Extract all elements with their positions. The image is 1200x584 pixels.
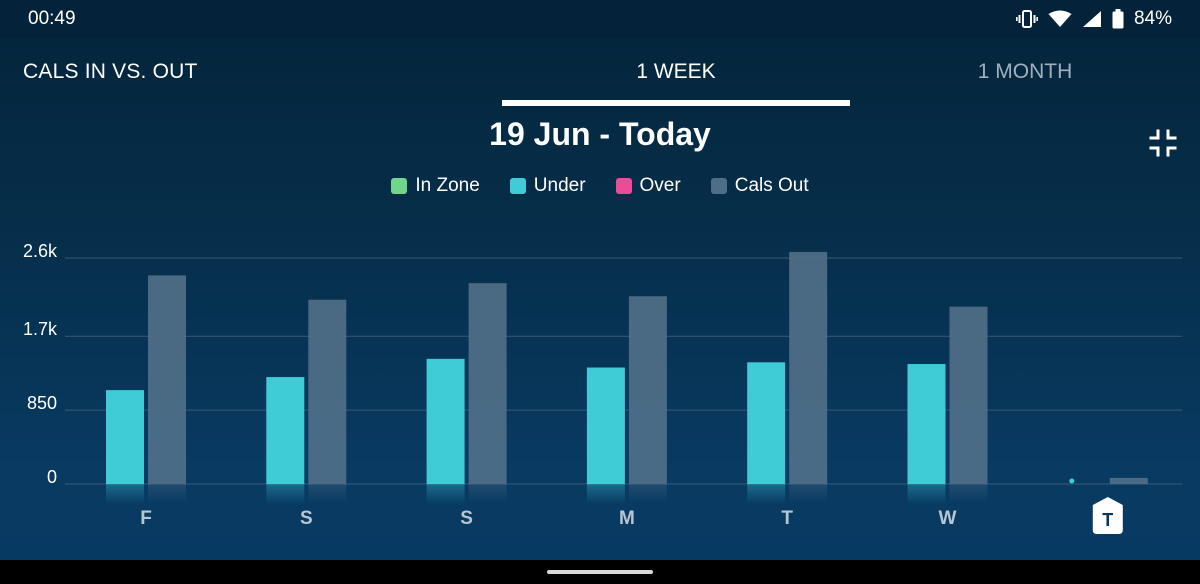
bar-under bbox=[266, 377, 305, 484]
legend-label: Cals Out bbox=[734, 175, 809, 196]
bar-under-reflection bbox=[586, 484, 625, 504]
legend-item-over: Over bbox=[615, 175, 681, 197]
x-tick-label: T bbox=[781, 508, 793, 529]
bar-cals-out bbox=[468, 283, 507, 484]
bar-cals-out bbox=[949, 306, 988, 484]
calories-bar-chart: 0 850 1.7k 2.6k F S S M T W T bbox=[23, 241, 1182, 534]
collapse-icon[interactable] bbox=[1148, 128, 1178, 158]
bar-under-reflection bbox=[426, 484, 465, 504]
legend-item-cals-out: Cals Out bbox=[710, 175, 809, 197]
date-range-title: 19 Jun - Today bbox=[489, 116, 711, 152]
bar-cals-out bbox=[148, 275, 186, 484]
bar-cals-out bbox=[1109, 477, 1148, 484]
battery-percent: 84% bbox=[1133, 8, 1172, 29]
status-icons: 84% bbox=[1015, 8, 1172, 30]
x-tick-label: F bbox=[140, 508, 152, 529]
legend-label: In Zone bbox=[415, 175, 480, 196]
bar-under-reflection bbox=[747, 484, 786, 504]
y-tick-label: 850 bbox=[27, 393, 57, 413]
bar-under-reflection bbox=[907, 484, 946, 504]
bar-cals-out-reflection bbox=[949, 484, 988, 504]
legend-swatch bbox=[509, 178, 526, 194]
navigation-bar bbox=[0, 560, 1200, 584]
x-tick-label: S bbox=[300, 508, 313, 529]
vibrate-icon bbox=[1015, 10, 1038, 28]
tab-selected-indicator bbox=[502, 100, 850, 106]
bar-cals-out-reflection bbox=[148, 484, 186, 504]
y-tick-label: 2.6k bbox=[23, 241, 58, 261]
home-handle[interactable] bbox=[547, 570, 653, 574]
bar-under bbox=[907, 364, 946, 484]
x-tick-label-today: T bbox=[1102, 510, 1113, 530]
legend-item-in-zone: In Zone bbox=[391, 175, 480, 197]
y-tick-label: 0 bbox=[47, 467, 57, 487]
legend-item-under: Under bbox=[509, 175, 586, 197]
bar-cals-out-reflection bbox=[628, 484, 667, 504]
bar-under bbox=[106, 390, 144, 484]
tab-1-month[interactable]: 1 MONTH bbox=[977, 60, 1073, 83]
legend-swatch bbox=[391, 178, 408, 194]
bar-cals-out bbox=[789, 251, 828, 484]
legend-swatch bbox=[615, 178, 632, 194]
tab-1-week[interactable]: 1 WEEK bbox=[636, 60, 716, 83]
chart-legend: In Zone Under Over Cals Out bbox=[0, 175, 1200, 197]
battery-icon bbox=[1112, 9, 1124, 29]
y-tick-label: 1.7k bbox=[23, 319, 58, 339]
x-tick-label: S bbox=[460, 508, 473, 529]
legend-swatch bbox=[710, 178, 727, 194]
status-bar: 00:49 84% bbox=[0, 0, 1200, 38]
today-badge bbox=[1092, 497, 1123, 534]
x-tick-label: W bbox=[939, 508, 957, 529]
legend-label: Under bbox=[533, 175, 586, 196]
bar-cals-out bbox=[628, 296, 667, 484]
bar-under bbox=[586, 367, 625, 484]
bar-cals-out-reflection bbox=[308, 484, 347, 504]
cell-signal-icon bbox=[1082, 11, 1101, 27]
bar-cals-out-reflection bbox=[789, 484, 828, 504]
x-tick-label: M bbox=[619, 508, 635, 529]
bar-under bbox=[426, 358, 465, 484]
bar-under bbox=[747, 362, 786, 484]
bar-cals-out-reflection bbox=[468, 484, 507, 504]
legend-label: Over bbox=[639, 175, 681, 196]
bar-under-reflection bbox=[106, 484, 144, 504]
wifi-icon bbox=[1048, 10, 1072, 27]
cals-in-vs-out-label: CALS IN VS. OUT bbox=[23, 60, 198, 83]
bar-cals-out bbox=[308, 299, 347, 484]
period-tabs: CALS IN VS. OUT 1 WEEK 1 MONTH bbox=[0, 50, 1200, 108]
status-time: 00:49 bbox=[28, 8, 76, 29]
bar-under-reflection bbox=[266, 484, 305, 504]
bar-under bbox=[1069, 478, 1075, 484]
